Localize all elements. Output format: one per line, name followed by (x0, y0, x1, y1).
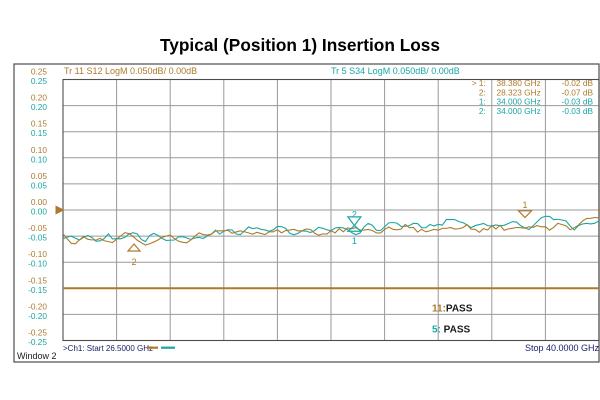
svg-text:0.15: 0.15 (31, 119, 48, 129)
svg-text:0.00: 0.00 (31, 207, 48, 217)
svg-text:0.20: 0.20 (31, 102, 48, 112)
svg-text:-0.03 dB: -0.03 dB (562, 106, 594, 116)
svg-text:-0.05: -0.05 (28, 223, 47, 233)
svg-text:Typical (Position 1) Insertion: Typical (Position 1) Insertion Loss (160, 35, 440, 55)
svg-text:Tr 5 S34 LogM 0.050dB/ 0.00: Tr 5 S34 LogM 0.050dB/ 0.00dB (331, 66, 460, 76)
svg-text:>Ch1: Start 26.5000 GHz: >Ch1: Start 26.5000 GHz (63, 344, 153, 353)
svg-text:2: 2 (131, 257, 136, 267)
svg-text:Stop 40.0000 GHz: Stop 40.0000 GHz (525, 343, 600, 353)
svg-text:0.25: 0.25 (31, 67, 48, 77)
svg-text:-0.15: -0.15 (28, 285, 47, 295)
svg-text:11:PASS: 11:PASS (432, 303, 473, 314)
svg-text:-0.20: -0.20 (28, 301, 47, 311)
svg-text:34.000 GHz: 34.000 GHz (496, 106, 540, 116)
svg-text:1: 1 (352, 236, 357, 246)
svg-text:2:: 2: (479, 106, 486, 116)
svg-text:5: PASS: 5: PASS (432, 324, 471, 335)
svg-text:0.05: 0.05 (31, 171, 48, 181)
svg-text:-0.10: -0.10 (28, 249, 47, 259)
svg-text:0.25: 0.25 (31, 76, 48, 86)
svg-text:-0.20: -0.20 (28, 311, 47, 321)
svg-text:-0.15: -0.15 (28, 275, 47, 285)
svg-text:0.10: 0.10 (31, 154, 48, 164)
svg-text:-0.25: -0.25 (28, 337, 47, 347)
svg-text:0.15: 0.15 (31, 128, 48, 138)
svg-text:1: 1 (522, 200, 527, 210)
svg-text:-0.25: -0.25 (28, 328, 47, 338)
svg-text:0.10: 0.10 (31, 145, 48, 155)
svg-text:Window 2: Window 2 (17, 351, 57, 361)
svg-text:2: 2 (352, 210, 357, 220)
svg-text:0.20: 0.20 (31, 93, 48, 103)
svg-text:-0.10: -0.10 (28, 259, 47, 269)
svg-text:Tr 11 S12 LogM 0.050dB/ 0.00: Tr 11 S12 LogM 0.050dB/ 0.00dB (64, 66, 197, 76)
svg-text:0.05: 0.05 (31, 180, 48, 190)
svg-text:0.00: 0.00 (31, 197, 48, 207)
svg-text:-0.05: -0.05 (28, 233, 47, 243)
